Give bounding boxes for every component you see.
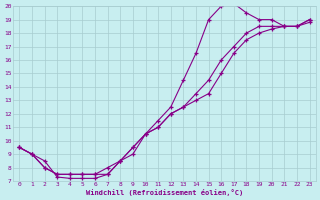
X-axis label: Windchill (Refroidissement éolien,°C): Windchill (Refroidissement éolien,°C) [86, 189, 243, 196]
